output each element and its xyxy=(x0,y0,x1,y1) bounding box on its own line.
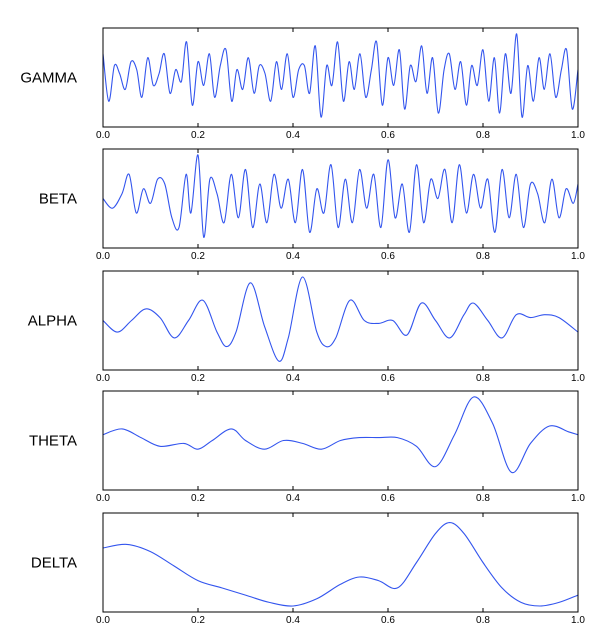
alpha-xtick-label: 0.4 xyxy=(286,373,300,384)
gamma-axes-frame xyxy=(102,27,579,128)
theta-xtick-label: 0.8 xyxy=(476,493,490,504)
beta-xtick-label: 0.6 xyxy=(381,251,395,262)
beta-xtick-label: 1.0 xyxy=(571,251,585,262)
delta-xtick-label: 0.6 xyxy=(381,615,395,626)
theta-xtick-label: 0.2 xyxy=(191,493,205,504)
theta-xtick-label: 0.6 xyxy=(381,493,395,504)
alpha-xtick-label: 0.2 xyxy=(191,373,205,384)
beta-signal-line xyxy=(103,154,578,238)
gamma-xtick-label: 0.4 xyxy=(286,130,300,141)
alpha-xtick-label: 0.8 xyxy=(476,373,490,384)
panel-gamma: GAMMA 0.0 0.2 0.4 0.6 0.8 1.0 xyxy=(20,27,585,141)
beta-xtick-label: 0.0 xyxy=(96,251,110,262)
gamma-xtick-label: 0.6 xyxy=(381,130,395,141)
gamma-xtick-label: 0.8 xyxy=(476,130,490,141)
delta-xtick-label: 1.0 xyxy=(571,615,585,626)
beta-axes-frame xyxy=(102,148,579,249)
gamma-xtick-label: 0.0 xyxy=(96,130,110,141)
gamma-label: GAMMA xyxy=(20,70,77,87)
gamma-xtick-label: 1.0 xyxy=(571,130,585,141)
delta-signal-line xyxy=(103,522,578,607)
delta-xtick-label: 0.2 xyxy=(191,615,205,626)
theta-xtick-label: 0.0 xyxy=(96,493,110,504)
alpha-signal-line xyxy=(103,276,578,362)
alpha-xtick-label: 0.6 xyxy=(381,373,395,384)
alpha-axes-frame xyxy=(102,270,579,371)
delta-axes-frame xyxy=(102,512,579,613)
beta-xtick-label: 0.4 xyxy=(286,251,300,262)
panel-beta: BETA 0.0 0.2 0.4 0.6 0.8 1.0 xyxy=(39,148,585,262)
beta-xtick-label: 0.8 xyxy=(476,251,490,262)
alpha-label: ALPHA xyxy=(28,313,77,330)
theta-xtick-label: 1.0 xyxy=(571,493,585,504)
panel-theta: THETA 0.0 0.2 0.4 0.6 0.8 1.0 xyxy=(29,390,585,504)
beta-xtick-label: 0.2 xyxy=(191,251,205,262)
panel-alpha: ALPHA 0.0 0.2 0.4 0.6 0.8 1.0 xyxy=(28,270,585,384)
delta-label: DELTA xyxy=(31,555,77,572)
theta-xtick-label: 0.4 xyxy=(286,493,300,504)
panel-delta: DELTA 0.0 0.2 0.4 0.6 0.8 1.0 xyxy=(31,512,585,626)
gamma-signal-line xyxy=(103,33,578,118)
alpha-xtick-label: 1.0 xyxy=(571,373,585,384)
theta-signal-line xyxy=(103,396,578,473)
theta-axes-frame xyxy=(102,390,579,491)
delta-xtick-label: 0.8 xyxy=(476,615,490,626)
alpha-xtick-label: 0.0 xyxy=(96,373,110,384)
beta-label: BETA xyxy=(39,191,77,208)
delta-xtick-label: 0.0 xyxy=(96,615,110,626)
theta-label: THETA xyxy=(29,433,77,450)
gamma-xtick-label: 0.2 xyxy=(191,130,205,141)
delta-xtick-label: 0.4 xyxy=(286,615,300,626)
